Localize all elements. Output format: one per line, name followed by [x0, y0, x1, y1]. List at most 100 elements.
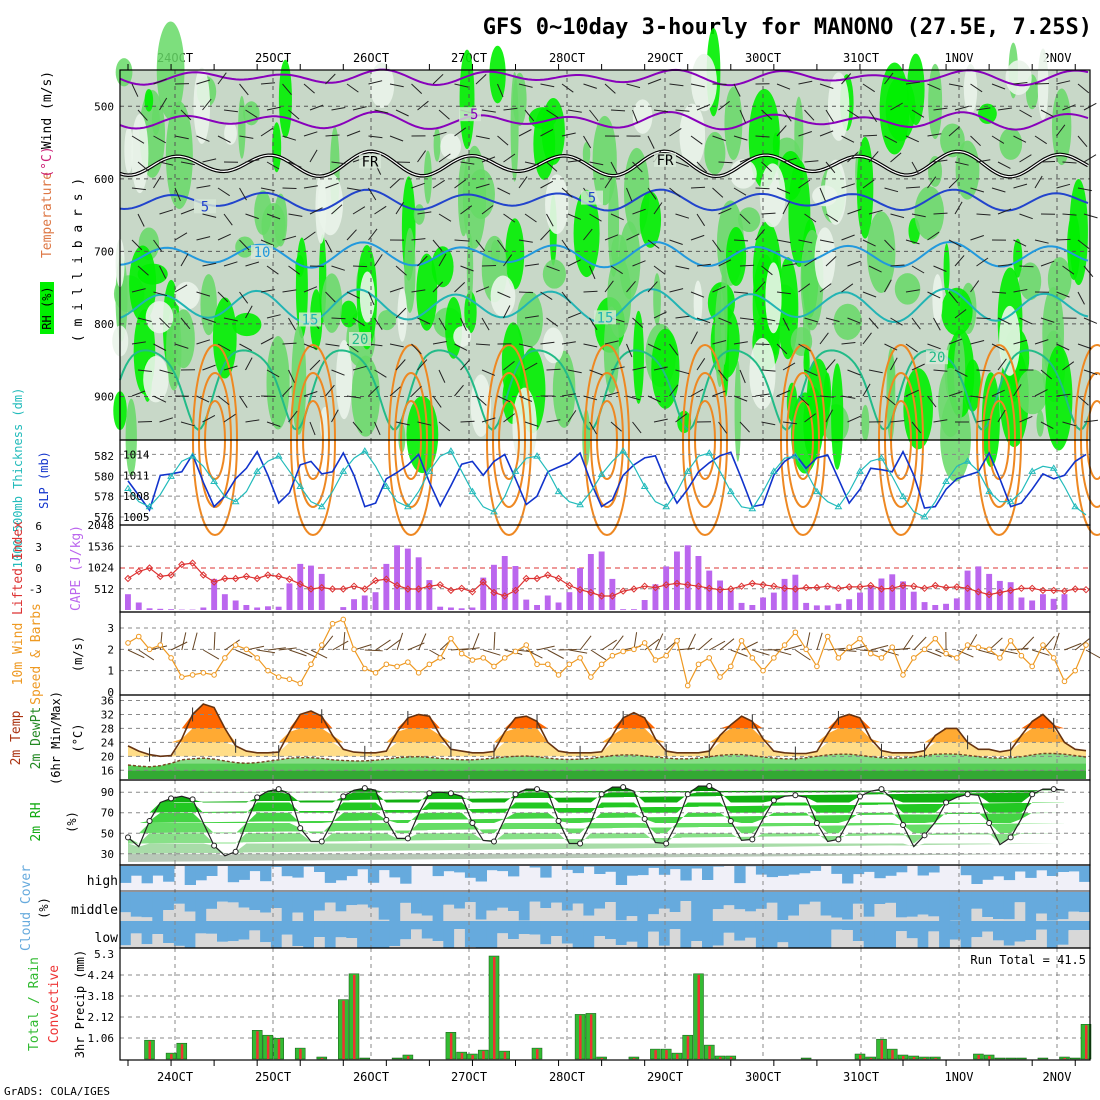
- wind-barb: [245, 419, 260, 423]
- cloud-cell: [217, 892, 229, 902]
- cloud-gap: [745, 911, 757, 921]
- precip-convective-bar: [503, 1052, 507, 1059]
- wind-barb: [223, 109, 238, 113]
- wind-barb: [202, 262, 217, 267]
- wind-barb: [1019, 415, 1033, 423]
- rh-blob: [914, 186, 945, 240]
- cloud-gap: [389, 946, 401, 948]
- wind-marker: [1050, 655, 1057, 661]
- cloud-cell: [195, 892, 207, 921]
- cloud-cell: [863, 866, 875, 872]
- rh-blob: [833, 303, 862, 340]
- wind-barb: [497, 83, 504, 98]
- wind-barb: [540, 229, 551, 241]
- wind-barb: [782, 263, 797, 267]
- lifted-marker: [597, 592, 606, 600]
- rh-blob: [266, 336, 290, 430]
- precip-convective-bar: [676, 1054, 679, 1059]
- side-label: (6hr Min/Max): [49, 691, 63, 785]
- cloud-cell: [303, 921, 315, 948]
- cloud-cell: [357, 866, 369, 870]
- cloud-gap: [583, 915, 595, 921]
- dry-blob: [131, 114, 149, 194]
- cloud-gap: [518, 934, 531, 948]
- cloud-gap: [648, 931, 660, 948]
- wind-barb: [1013, 82, 1028, 85]
- lifted-marker: [414, 585, 423, 593]
- precip-convective-bar: [1063, 1058, 1066, 1059]
- cape-bar: [275, 606, 282, 610]
- cloud-cell: [777, 921, 789, 943]
- precip-bars: [144, 955, 1092, 1060]
- cloud-gap: [184, 911, 196, 921]
- lifted-marker: [662, 581, 670, 589]
- cloud-cell: [982, 892, 994, 918]
- cloud-cell: [378, 866, 390, 871]
- precip-convective-bar: [859, 1055, 862, 1059]
- cloud-gap: [745, 937, 757, 948]
- thickness-marker: [856, 467, 864, 474]
- lifted-marker: [985, 590, 993, 599]
- wind-barb: [282, 289, 297, 293]
- wind-barbs: [131, 72, 1098, 436]
- wind-barb: [653, 418, 668, 423]
- rh-marker: [1007, 834, 1014, 841]
- cloud-gap: [432, 941, 444, 948]
- lifted-marker: [371, 576, 380, 585]
- bottom-date-label: 26OCT: [353, 1070, 389, 1084]
- wind-marker: [383, 661, 390, 668]
- cloud-gap: [120, 945, 132, 948]
- wind-barb: [497, 395, 511, 403]
- wind-barb: [890, 420, 905, 423]
- temperature-band: [128, 728, 1086, 743]
- rh-marker: [1050, 786, 1057, 793]
- cape-bar: [404, 548, 411, 610]
- wind-barb: [454, 384, 464, 397]
- wind-barb: [583, 83, 597, 89]
- freezing-contour-inner: [119, 150, 1089, 178]
- side-label: 1000-500mb Thickness (dm): [11, 388, 25, 569]
- lifted-marker: [727, 585, 735, 593]
- wind-barb: [503, 361, 515, 371]
- cloud-gap: [594, 908, 606, 921]
- cloud-gap: [217, 901, 229, 921]
- cloud-cell: [508, 892, 520, 912]
- wind-marker: [706, 655, 713, 661]
- wind-barb: [196, 395, 210, 403]
- rh-band: [128, 792, 1065, 803]
- wind-barb: [1019, 154, 1032, 163]
- thickness-marker: [791, 452, 800, 459]
- wind-barb: [460, 205, 473, 215]
- wind-barb: [266, 213, 281, 220]
- cape-bar: [878, 578, 885, 610]
- wind-barb: [389, 135, 404, 142]
- wind-barb: [911, 317, 921, 330]
- wind-barb: [884, 72, 894, 85]
- dry-blob: [224, 121, 237, 145]
- lifted-marker: [780, 584, 789, 593]
- precip-convective-bar: [708, 1046, 711, 1059]
- cloud-cell: [432, 921, 444, 942]
- wind-barb: [546, 317, 559, 327]
- cape-bar: [318, 573, 325, 610]
- wind-barb: [868, 109, 878, 123]
- thickness-marker: [274, 452, 283, 459]
- thickness-tick: 580: [94, 470, 114, 483]
- lifted-marker: [1050, 586, 1058, 595]
- rh-blob: [542, 259, 566, 289]
- cloud-cell: [928, 892, 940, 917]
- wind-barb: [223, 261, 238, 267]
- wind-barb: [239, 135, 254, 139]
- wind-barb: [481, 369, 496, 376]
- wind-barb: [331, 107, 346, 111]
- rh-marker: [555, 817, 562, 824]
- cloud-cell: [874, 866, 886, 879]
- side-label: 2m Temp: [9, 710, 24, 765]
- wind-marker: [964, 642, 971, 648]
- wind-barb: [819, 395, 834, 398]
- wind-barb: [432, 131, 447, 137]
- wind-barb: [346, 291, 360, 299]
- wind-barb: [890, 102, 903, 111]
- wind-barb: [927, 395, 937, 408]
- cloud-cell: [896, 892, 908, 918]
